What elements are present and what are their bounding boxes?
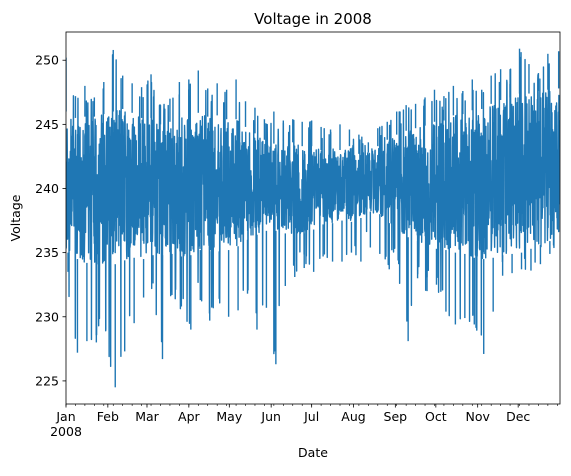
y-tick-label: 225 (35, 373, 59, 388)
y-tick-label: 245 (35, 117, 59, 132)
y-tick-label: 235 (35, 245, 59, 260)
x-tick-label: Mar (135, 409, 159, 424)
y-axis-title: Voltage (8, 194, 23, 241)
series-line-0 (66, 52, 560, 368)
plot-frame (65, 31, 561, 405)
y-tick-label: 240 (35, 181, 59, 196)
x-tick-label: Oct (425, 409, 447, 424)
x-tick-label: Sep (384, 409, 408, 424)
x-tick-label: May (216, 409, 242, 424)
x-tick-label: Apr (178, 409, 200, 424)
x-tick-label: Jun (260, 409, 281, 424)
x-tick-label: Feb (97, 409, 119, 424)
x-tick-label: Nov (465, 409, 490, 424)
y-tick-label: 230 (35, 309, 59, 324)
x-tick-label: Jul (303, 409, 319, 424)
y-tick-label: 250 (35, 53, 59, 68)
x-axis-title: Date (298, 445, 328, 460)
x-tick-label: Jan (55, 409, 75, 424)
plot-area (66, 48, 560, 388)
chart-title: Voltage in 2008 (254, 10, 372, 28)
x-tick-sublabel: 2008 (50, 424, 82, 439)
x-tick-label: Aug (341, 409, 365, 424)
x-tick-label: Dec (506, 409, 530, 424)
